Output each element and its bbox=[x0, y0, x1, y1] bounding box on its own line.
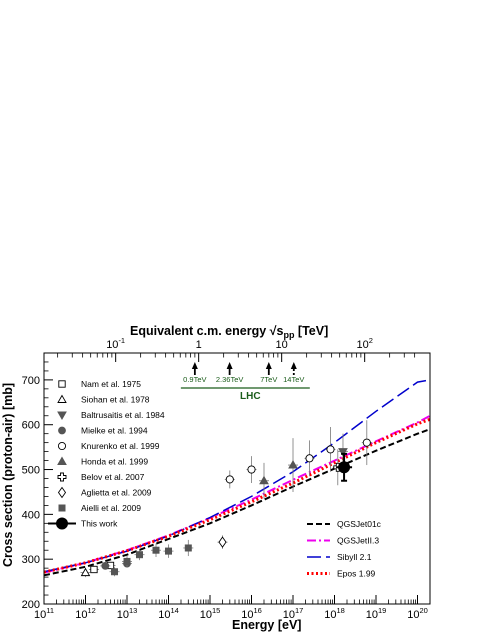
model-legend-label-epos-1-99: Epos 1.99 bbox=[337, 569, 376, 579]
legend-label-aglietta-et-al-2009: Aglietta et al. 2009 bbox=[81, 488, 152, 498]
legend-marker-baltrusaitis-et-al-1984 bbox=[57, 411, 67, 421]
lhc-arrow-14tev-head bbox=[290, 362, 297, 369]
legend-marker-nam-et-al-1975 bbox=[58, 380, 66, 388]
top-axis-title: Equivalent c.m. energy √spp [TeV] bbox=[130, 324, 328, 340]
legend-label-knurenko-et-al-1999: Knurenko et al. 1999 bbox=[81, 441, 160, 451]
y-axis-title: Cross section (proton-air) [mb] bbox=[1, 383, 15, 567]
data-point-aglietta-et-al-2009-0 bbox=[218, 536, 227, 548]
y-tick-label-1: 300 bbox=[22, 554, 40, 566]
legend-marker-aielli-et-al-2009 bbox=[58, 504, 66, 512]
legend-marker-this-work bbox=[56, 517, 68, 530]
legend-marker-siohan-et-al-1978 bbox=[57, 394, 67, 403]
x-tick-label-3: 1014 bbox=[158, 606, 179, 621]
y-tick-label-3: 500 bbox=[22, 465, 40, 477]
model-curve-sibyll-2-1 bbox=[43, 379, 431, 573]
legend-marker-belov-et-al-2007 bbox=[57, 472, 67, 482]
x-tick-label-0: 1011 bbox=[34, 606, 54, 621]
y-tick-label-2: 400 bbox=[22, 509, 40, 521]
data-point-aielli-et-al-2009-5 bbox=[184, 544, 192, 552]
legend-marker-mielke-et-al-1994 bbox=[58, 426, 66, 435]
lhc-energy-label-2: 7TeV bbox=[260, 375, 277, 384]
data-point-honda-et-al-1999-1 bbox=[288, 460, 298, 469]
top-tick-label-1: 1 bbox=[196, 339, 202, 351]
data-point-aielli-et-al-2009-3 bbox=[152, 546, 160, 554]
legend-label-mielke-et-al-1994: Mielke et al. 1994 bbox=[81, 426, 148, 436]
top-tick-label-3: 102 bbox=[356, 336, 372, 351]
model-legend-label-qgsjet01c: QGSJet01c bbox=[337, 519, 382, 529]
x-tick-label-2: 1013 bbox=[117, 606, 138, 621]
top-axis-title-unit: [TeV] bbox=[294, 324, 328, 338]
data-point-aielli-et-al-2009-4 bbox=[165, 547, 173, 555]
y-tick-label-5: 700 bbox=[22, 375, 40, 387]
model-legend-label-qgsjetii-3: QGSJetII.3 bbox=[337, 536, 379, 546]
lhc-arrow-7tev-head bbox=[265, 362, 272, 369]
x-axis-title: Energy [eV] bbox=[232, 618, 301, 632]
top-axis-title-sqrt: √s bbox=[270, 324, 284, 338]
data-point-siohan-et-al-1978-0 bbox=[80, 567, 91, 577]
data-point-aielli-et-al-2009-2 bbox=[135, 551, 143, 559]
legend-label-aielli-et-al-2009: Aielli et al. 2009 bbox=[81, 503, 141, 513]
data-point-knurenko-et-al-1999-2 bbox=[305, 454, 314, 463]
x-tick-label-6: 1017 bbox=[283, 606, 304, 621]
y-tick-label-4: 600 bbox=[22, 420, 40, 432]
x-tick-label-4: 1015 bbox=[200, 606, 221, 621]
lhc-label: LHC bbox=[240, 391, 261, 402]
top-tick-label-2: 10 bbox=[276, 339, 288, 351]
x-axis-label: Energy [eV] bbox=[232, 618, 301, 632]
top-axis-title-main: Equivalent c.m. energy bbox=[130, 324, 270, 338]
x-tick-label-7: 1018 bbox=[324, 606, 345, 621]
top-tick-label-0: 10-1 bbox=[106, 336, 125, 351]
model-curve-qgsjet01c bbox=[43, 428, 431, 577]
svg-text:Equivalent c.m. energy √spp: Equivalent c.m. energy √spp [TeV] bbox=[130, 324, 328, 340]
data-point-nam-et-al-1975-0 bbox=[90, 565, 98, 574]
data-point-knurenko-et-al-1999-0 bbox=[225, 475, 234, 484]
data-point-this-work-0 bbox=[338, 461, 351, 474]
legend-marker-knurenko-et-al-1999 bbox=[57, 441, 67, 451]
data-point-mielke-et-al-1994-0 bbox=[101, 562, 110, 570]
legend-label-honda-et-al-1999: Honda et al. 1999 bbox=[81, 457, 148, 467]
legend-label-baltrusaitis-et-al-1984: Baltrusaitis et al. 1984 bbox=[81, 410, 165, 420]
x-tick-label-9: 1020 bbox=[407, 606, 428, 621]
data-point-honda-et-al-1999-0 bbox=[259, 475, 269, 485]
data-point-knurenko-et-al-1999-4 bbox=[362, 438, 371, 447]
legend-label-nam-et-al-1975: Nam et al. 1975 bbox=[81, 379, 141, 389]
legend-label-this-work: This work bbox=[81, 519, 118, 529]
data-point-aielli-et-al-2009-0 bbox=[111, 568, 119, 576]
legend-marker-aglietta-et-al-2009 bbox=[57, 486, 67, 499]
model-curve-qgsjetii-3 bbox=[43, 414, 431, 574]
data-point-baltrusaitis-et-al-1984-0 bbox=[338, 448, 348, 457]
lhc-arrow-0-9tev-head bbox=[191, 362, 198, 369]
data-point-knurenko-et-al-1999-3 bbox=[326, 445, 335, 454]
lhc-energy-label-0: 0.9TeV bbox=[183, 375, 206, 384]
x-tick-label-8: 1019 bbox=[366, 606, 387, 621]
legend-marker-honda-et-al-1999 bbox=[57, 456, 67, 465]
data-point-knurenko-et-al-1999-1 bbox=[247, 465, 256, 474]
lhc-arrow-2-36tev-head bbox=[226, 362, 233, 369]
model-legend-label-sibyll-2-1: Sibyll 2.1 bbox=[337, 552, 372, 562]
data-point-aielli-et-al-2009-1 bbox=[123, 557, 131, 565]
top-axis-title-sub: pp bbox=[283, 330, 294, 340]
x-tick-label-1: 1012 bbox=[75, 606, 96, 621]
y-axis-label: Cross section (proton-air) [mb] bbox=[1, 383, 15, 567]
y-tick-label-0: 200 bbox=[22, 599, 40, 611]
lhc-energy-label-1: 2.36TeV bbox=[216, 375, 244, 384]
lhc-energy-label-3: 14TeV bbox=[283, 375, 304, 384]
legend-label-belov-et-al-2007: Belov et al. 2007 bbox=[81, 472, 145, 482]
legend-label-siohan-et-al-1978: Siohan et al. 1978 bbox=[81, 395, 150, 405]
x-tick-label-5: 1016 bbox=[241, 606, 262, 621]
